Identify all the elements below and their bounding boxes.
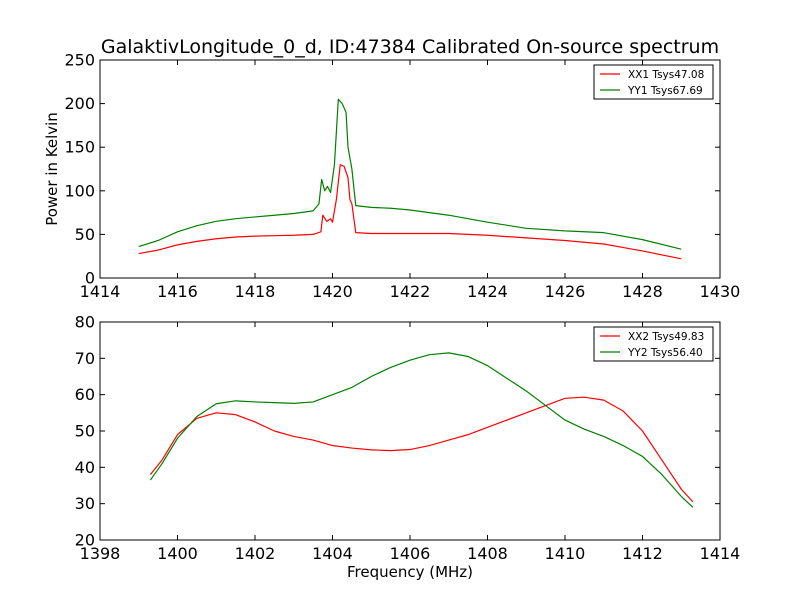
- x-tick-label: 1404: [312, 544, 353, 563]
- y-tick-label: 30: [75, 494, 95, 513]
- series-line-2-2: [149, 352, 694, 508]
- legend-box: [593, 64, 714, 100]
- y-tick-label: 70: [75, 349, 95, 368]
- x-tick-label: 1424: [467, 282, 508, 301]
- x-tick-label: 1412: [622, 544, 663, 563]
- figure-title: GalaktivLongitude_0_d, ID:47384 Calibrat…: [101, 36, 719, 58]
- x-tick-label: 1414: [80, 282, 121, 301]
- y-tick-label: 0: [85, 269, 95, 288]
- y-tick-label: 80: [75, 313, 95, 332]
- x-tick-label: 1426: [545, 282, 586, 301]
- series-line-2-1: [149, 396, 694, 503]
- y-tick-label: 150: [64, 138, 95, 157]
- y-axis-label: Power in Kelvin: [43, 112, 61, 226]
- x-tick-label: 1428: [622, 282, 663, 301]
- x-tick-label: 1408: [467, 544, 508, 563]
- legend: XX1 Tsys47.08 YY1 Tsys67.69: [593, 64, 714, 100]
- series-line-1-2: [138, 98, 682, 250]
- y-tick-label: 250: [64, 51, 95, 70]
- subplot-1: 1414 1416 1418 1420 1422 1424 1426 1428 1430 0 50 1…: [43, 51, 740, 302]
- legend-label: XX2 Tsys49.83: [628, 331, 704, 343]
- y-tick-label: 50: [75, 422, 95, 441]
- x-tick-label: 1402: [235, 544, 276, 563]
- x-tick-label: 1416: [157, 282, 198, 301]
- x-tick-label: 1430: [700, 282, 741, 301]
- y-tick-label: 200: [64, 94, 95, 113]
- subplot-2: 1398 1400 1402 1404 1406 1408 1410 1412 1414 20 30…: [75, 313, 741, 582]
- legend-box: [593, 326, 714, 362]
- y-tick-label: 100: [64, 181, 95, 200]
- legend: XX2 Tsys49.83 YY2 Tsys56.40: [593, 326, 714, 362]
- y-tick-label: 60: [75, 385, 95, 404]
- legend-label: YY2 Tsys56.40: [627, 347, 703, 359]
- y-tick-label: 40: [75, 458, 95, 477]
- x-tick-label: 1398: [80, 544, 121, 563]
- legend-label: XX1 Tsys47.08: [628, 69, 704, 81]
- x-tick-label: 1418: [235, 282, 276, 301]
- x-tick-label: 1406: [390, 544, 431, 563]
- x-tick-label: 1422: [390, 282, 431, 301]
- x-tick-label: 1414: [700, 544, 741, 563]
- series-line-1-1: [138, 164, 682, 260]
- y-tick-label: 50: [75, 225, 95, 244]
- x-tick-label: 1400: [157, 544, 198, 563]
- y-tick-label: 20: [75, 531, 95, 550]
- x-axis-label: Frequency (MHz): [347, 563, 473, 581]
- x-tick-label: 1420: [312, 282, 353, 301]
- x-tick-label: 1410: [545, 544, 586, 563]
- legend-label: YY1 Tsys67.69: [627, 85, 703, 97]
- plot-area: 1414 1416 1418 1420 1422 1424 1426 1428 14300501…: [43, 51, 740, 582]
